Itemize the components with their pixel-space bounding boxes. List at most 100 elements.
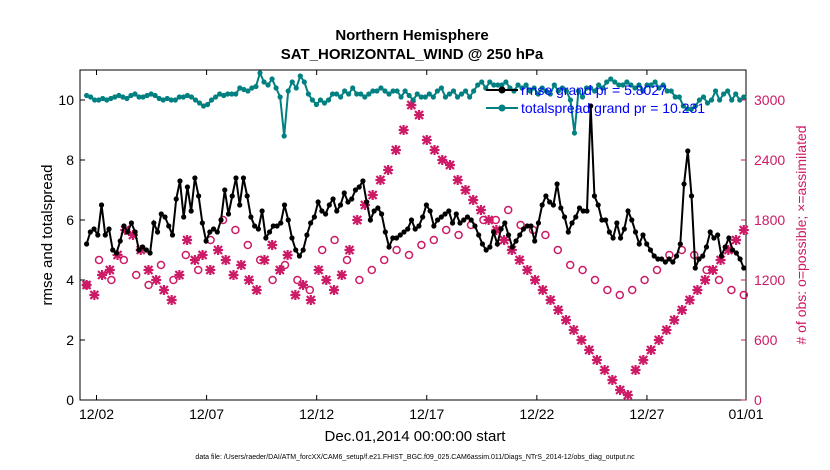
totalspread-point bbox=[523, 82, 529, 88]
rmse-point bbox=[397, 232, 403, 238]
totalspread-point bbox=[733, 91, 739, 97]
rmse-point bbox=[640, 232, 646, 238]
y-tick-label: 2 bbox=[66, 332, 74, 348]
rmse-point bbox=[606, 229, 612, 235]
totalspread-series bbox=[84, 70, 747, 139]
totalspread-point bbox=[132, 91, 138, 97]
totalspread-point bbox=[208, 97, 215, 103]
rmse-point bbox=[435, 217, 441, 223]
totalspread-point bbox=[559, 85, 565, 91]
x-axis-label: Dec.01,2014 00:00:00 start bbox=[325, 428, 507, 445]
obs-assimilated-point bbox=[421, 135, 432, 145]
totalspread-point bbox=[737, 97, 743, 103]
obs-assimilated-point bbox=[390, 145, 401, 155]
rmse-point bbox=[715, 232, 721, 238]
rmse-point bbox=[349, 196, 355, 202]
rmse-point bbox=[248, 214, 254, 220]
totalspread-point bbox=[168, 97, 174, 103]
y-right-axis-ticks: 0 600 1200 1800 2400 3000 bbox=[741, 92, 785, 408]
totalspread-point bbox=[620, 82, 626, 88]
rmse-point bbox=[132, 229, 138, 235]
totalspread-point bbox=[660, 82, 666, 88]
rmse-point bbox=[173, 196, 179, 202]
obs-assimilated-point bbox=[81, 280, 92, 290]
totalspread-point bbox=[285, 88, 291, 94]
totalspread-point bbox=[462, 88, 469, 94]
rmse-point bbox=[330, 196, 336, 202]
totalspread-point bbox=[721, 91, 727, 97]
totalspread-point bbox=[321, 100, 328, 106]
totalspread-point bbox=[213, 94, 219, 100]
y-right-axis-label: # of obs: o=possible; ×=assimilated bbox=[793, 125, 809, 344]
totalspread-point bbox=[608, 76, 614, 82]
rmse-point bbox=[688, 193, 695, 199]
obs-possible-point bbox=[231, 225, 240, 235]
totalspread-point bbox=[188, 94, 195, 100]
rmse-point bbox=[334, 208, 340, 214]
totalspread-point bbox=[338, 94, 344, 100]
rmse-point bbox=[703, 244, 710, 250]
totalspread-point bbox=[281, 133, 287, 139]
obs-assimilated-point bbox=[305, 295, 316, 305]
obs-assimilated-point bbox=[189, 255, 200, 265]
rmse-point bbox=[244, 193, 250, 199]
totalspread-point bbox=[418, 94, 424, 100]
obs-possible-point bbox=[330, 235, 339, 245]
totalspread-point bbox=[362, 94, 368, 100]
totalspread-point bbox=[160, 97, 166, 103]
totalspread-point bbox=[624, 79, 630, 85]
totalspread-point bbox=[293, 85, 299, 91]
obs-possible-point bbox=[181, 250, 191, 260]
legend-rmse-label: rmse grand pr = 5.8027 bbox=[521, 82, 667, 98]
totalspread-point bbox=[519, 85, 525, 91]
rmse-point bbox=[304, 232, 310, 238]
rmse-point bbox=[214, 229, 220, 235]
totalspread-point bbox=[378, 85, 384, 91]
rmse-point bbox=[390, 235, 396, 241]
obs-assimilated-point bbox=[158, 285, 169, 295]
obs-assimilated-series bbox=[81, 100, 749, 400]
x-tick-label: 12/27 bbox=[629, 406, 664, 422]
totalspread-point bbox=[204, 101, 211, 108]
totalspread-point bbox=[628, 82, 634, 88]
rmse-point bbox=[326, 202, 332, 208]
obs-assimilated-point bbox=[321, 275, 332, 285]
obs-possible-point bbox=[603, 285, 612, 295]
obs-assimilated-point bbox=[545, 295, 556, 305]
obs-assimilated-point bbox=[584, 345, 595, 355]
totalspread-point bbox=[587, 85, 594, 91]
totalspread-point bbox=[503, 79, 509, 85]
obs-assimilated-point bbox=[700, 275, 711, 285]
rmse-point bbox=[337, 202, 344, 208]
rmse-point bbox=[240, 175, 247, 181]
rmse-point bbox=[711, 235, 717, 241]
totalspread-point bbox=[394, 88, 400, 94]
totalspread-point bbox=[410, 97, 416, 103]
legend-spread-marker bbox=[498, 104, 506, 112]
totalspread-point bbox=[491, 82, 497, 88]
rmse-point bbox=[367, 217, 373, 223]
y-tick-label: 4 bbox=[66, 272, 74, 288]
obs-assimilated-point bbox=[166, 295, 177, 305]
totalspread-point bbox=[741, 94, 747, 100]
totalspread-point bbox=[434, 88, 440, 94]
rmse-point bbox=[360, 178, 366, 184]
obs-assimilated-point bbox=[692, 285, 703, 295]
obs-assimilated-point bbox=[197, 250, 208, 260]
chart-subtitle: SAT_HORIZONTAL_WIND @ 250 hPa bbox=[281, 46, 544, 63]
rmse-point bbox=[547, 199, 553, 205]
totalspread-point bbox=[717, 97, 723, 103]
totalspread-point bbox=[652, 79, 658, 85]
x-tick-label: 12/22 bbox=[519, 406, 554, 422]
obs-assimilated-point bbox=[444, 160, 455, 170]
rmse-point bbox=[580, 208, 586, 214]
rmse-point bbox=[177, 178, 183, 184]
rmse-point bbox=[106, 226, 112, 232]
rmse-point bbox=[621, 226, 627, 232]
totalspread-point bbox=[543, 88, 549, 94]
rmse-point bbox=[147, 250, 153, 256]
rmse-point bbox=[300, 247, 306, 253]
totalspread-point bbox=[450, 88, 457, 94]
rmse-point bbox=[386, 244, 392, 250]
